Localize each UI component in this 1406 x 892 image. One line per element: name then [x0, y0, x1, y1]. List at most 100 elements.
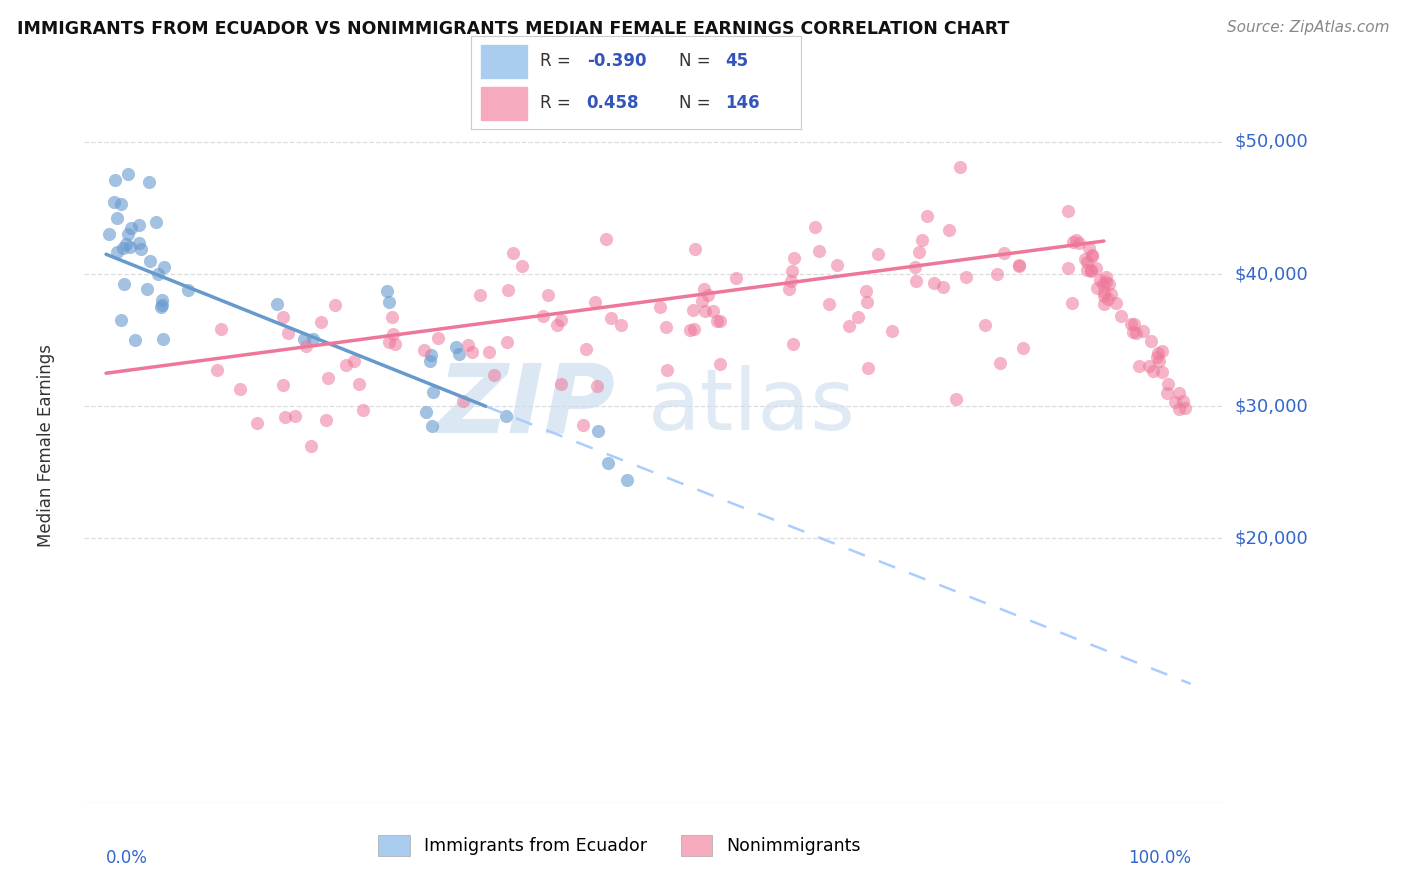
Point	[986, 267, 1008, 281]
Point	[882, 324, 904, 338]
Point	[1125, 326, 1147, 340]
Text: R =: R =	[540, 95, 571, 112]
Point	[571, 418, 593, 433]
Point	[697, 287, 720, 301]
Point	[778, 282, 800, 296]
Point	[124, 333, 146, 347]
Point	[415, 404, 437, 418]
Point	[1092, 289, 1115, 303]
Text: $30,000: $30,000	[1234, 397, 1308, 416]
Point	[546, 318, 568, 333]
Point	[1095, 269, 1118, 284]
Point	[1008, 258, 1031, 272]
Point	[692, 293, 714, 308]
Point	[783, 251, 806, 265]
Point	[292, 332, 315, 346]
Text: N =: N =	[679, 52, 711, 70]
Point	[482, 368, 505, 382]
Text: $20,000: $20,000	[1234, 530, 1308, 548]
Point	[117, 168, 139, 182]
Point	[1146, 346, 1168, 360]
Point	[827, 258, 849, 272]
Point	[510, 259, 533, 273]
Point	[683, 242, 706, 256]
Point	[1121, 318, 1143, 332]
Point	[1147, 354, 1170, 368]
Point	[1156, 376, 1178, 391]
Point	[105, 211, 128, 225]
Point	[457, 338, 479, 352]
Point	[375, 284, 398, 298]
Point	[922, 276, 945, 290]
Text: 100.0%: 100.0%	[1128, 849, 1191, 867]
Point	[596, 456, 619, 470]
Point	[478, 345, 501, 359]
Point	[1092, 285, 1115, 299]
Point	[1156, 386, 1178, 401]
Point	[1146, 351, 1168, 365]
Point	[378, 334, 401, 349]
Point	[531, 310, 554, 324]
Point	[609, 318, 631, 332]
Point	[583, 295, 606, 310]
Point	[780, 274, 803, 288]
Point	[284, 409, 307, 423]
Point	[1069, 235, 1091, 250]
Point	[1150, 365, 1173, 379]
Point	[1092, 277, 1115, 292]
Legend: Immigrants from Ecuador, Nonimmigrants: Immigrants from Ecuador, Nonimmigrants	[371, 828, 868, 863]
Point	[938, 222, 960, 236]
Point	[807, 244, 830, 258]
Point	[316, 371, 339, 385]
Point	[695, 303, 717, 318]
Point	[309, 315, 332, 329]
Point	[1057, 204, 1080, 219]
Point	[955, 270, 977, 285]
Point	[904, 260, 927, 275]
Point	[1080, 263, 1102, 277]
Point	[988, 356, 1011, 370]
Point	[600, 310, 623, 325]
Point	[117, 227, 139, 241]
Point	[679, 323, 702, 337]
Point	[209, 322, 232, 336]
Point	[104, 173, 127, 187]
Point	[537, 288, 560, 302]
Point	[1150, 343, 1173, 358]
Point	[378, 295, 401, 310]
Point	[648, 300, 671, 314]
Point	[301, 333, 323, 347]
Point	[177, 283, 200, 297]
Text: $50,000: $50,000	[1234, 133, 1308, 151]
Point	[1062, 296, 1084, 310]
Point	[1080, 264, 1102, 278]
Point	[382, 326, 405, 341]
Point	[120, 220, 142, 235]
Point	[803, 219, 825, 234]
Point	[451, 393, 474, 408]
Point	[495, 409, 517, 423]
Point	[114, 237, 136, 252]
Point	[419, 354, 441, 368]
Point	[586, 424, 609, 438]
Point	[709, 314, 731, 328]
Point	[150, 298, 173, 312]
Point	[150, 293, 173, 307]
Point	[128, 235, 150, 250]
Point	[271, 310, 294, 324]
Text: R =: R =	[540, 52, 571, 70]
Point	[205, 363, 228, 377]
Point	[128, 218, 150, 232]
Point	[575, 342, 598, 356]
Point	[974, 318, 997, 333]
Point	[110, 196, 132, 211]
Point	[1097, 292, 1119, 306]
Point	[315, 413, 337, 427]
Point	[347, 377, 370, 392]
Text: $40,000: $40,000	[1234, 265, 1308, 283]
Point	[266, 297, 288, 311]
Text: 146: 146	[725, 95, 761, 112]
Point	[138, 175, 160, 189]
Point	[496, 334, 519, 349]
Point	[97, 227, 120, 241]
